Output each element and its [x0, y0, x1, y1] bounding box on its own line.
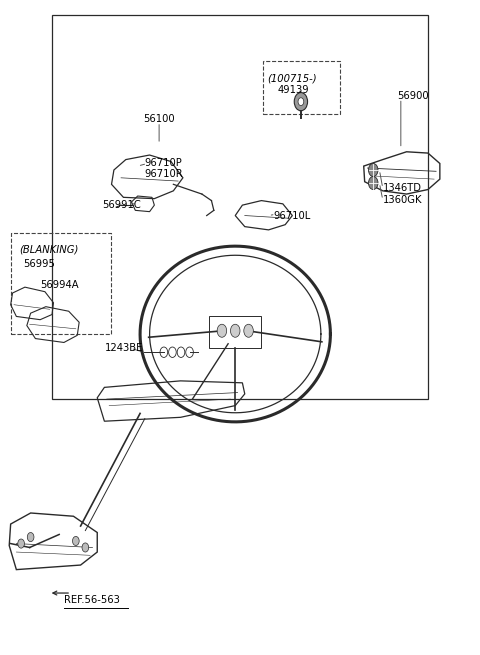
Text: 56900: 56900	[397, 92, 429, 102]
Circle shape	[27, 533, 34, 542]
Circle shape	[217, 324, 227, 337]
Circle shape	[244, 324, 253, 337]
Text: (BLANKING): (BLANKING)	[19, 244, 78, 254]
Text: 56994A: 56994A	[40, 280, 79, 290]
Text: 1243BE: 1243BE	[104, 343, 143, 353]
Text: (100715-): (100715-)	[267, 73, 317, 83]
Text: 96710P: 96710P	[145, 159, 182, 168]
Text: 1346TD: 1346TD	[383, 183, 422, 193]
Circle shape	[369, 164, 378, 176]
Text: 1360GK: 1360GK	[383, 195, 422, 205]
Text: 56100: 56100	[144, 114, 175, 124]
Circle shape	[82, 543, 89, 552]
Text: 96710L: 96710L	[273, 210, 311, 221]
Text: 96710R: 96710R	[145, 169, 183, 179]
Text: REF.56-563: REF.56-563	[64, 595, 120, 605]
Circle shape	[369, 176, 378, 189]
Text: 49139: 49139	[277, 85, 309, 95]
Circle shape	[294, 92, 308, 111]
Text: 56995: 56995	[24, 259, 55, 269]
Circle shape	[72, 536, 79, 546]
Circle shape	[230, 324, 240, 337]
Circle shape	[18, 539, 24, 548]
Text: 56991C: 56991C	[102, 200, 141, 210]
Circle shape	[298, 98, 304, 105]
